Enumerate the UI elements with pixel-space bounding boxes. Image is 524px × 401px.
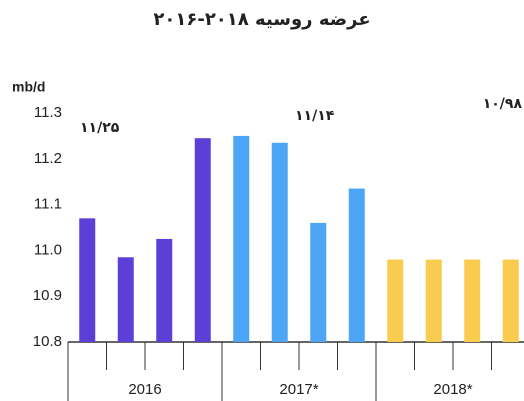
y-tick-label: 11.2 <box>34 150 62 167</box>
annotation: ۱۱/۱۴ <box>295 108 335 124</box>
y-axis-label: mb/d <box>12 79 45 95</box>
y-tick-label: 11.1 <box>34 196 62 213</box>
bar <box>233 135 250 342</box>
bar <box>79 218 96 342</box>
bar <box>156 238 173 342</box>
bar <box>271 142 288 342</box>
bar <box>117 257 134 342</box>
bar <box>464 259 481 342</box>
bar <box>310 222 327 342</box>
bar <box>387 259 404 342</box>
bar <box>425 259 442 342</box>
y-tick-label: 10.9 <box>33 287 62 304</box>
y-tick-label: 11.3 <box>34 104 62 121</box>
bar <box>502 259 519 342</box>
bar <box>348 188 365 342</box>
annotation: ۱۰/۹۸ <box>483 96 523 112</box>
annotation: ۱۱/۲۵ <box>80 120 120 136</box>
group-label: 2017* <box>279 381 318 398</box>
y-tick-label: 10.8 <box>33 333 62 350</box>
bar <box>194 138 211 342</box>
chart-title: عرضه روسیه ۲۰۱۸-۲۰۱۶ <box>153 9 370 30</box>
group-label: 2018* <box>433 381 472 398</box>
y-tick-label: 11.0 <box>34 241 62 258</box>
group-label: 2016 <box>128 381 161 398</box>
